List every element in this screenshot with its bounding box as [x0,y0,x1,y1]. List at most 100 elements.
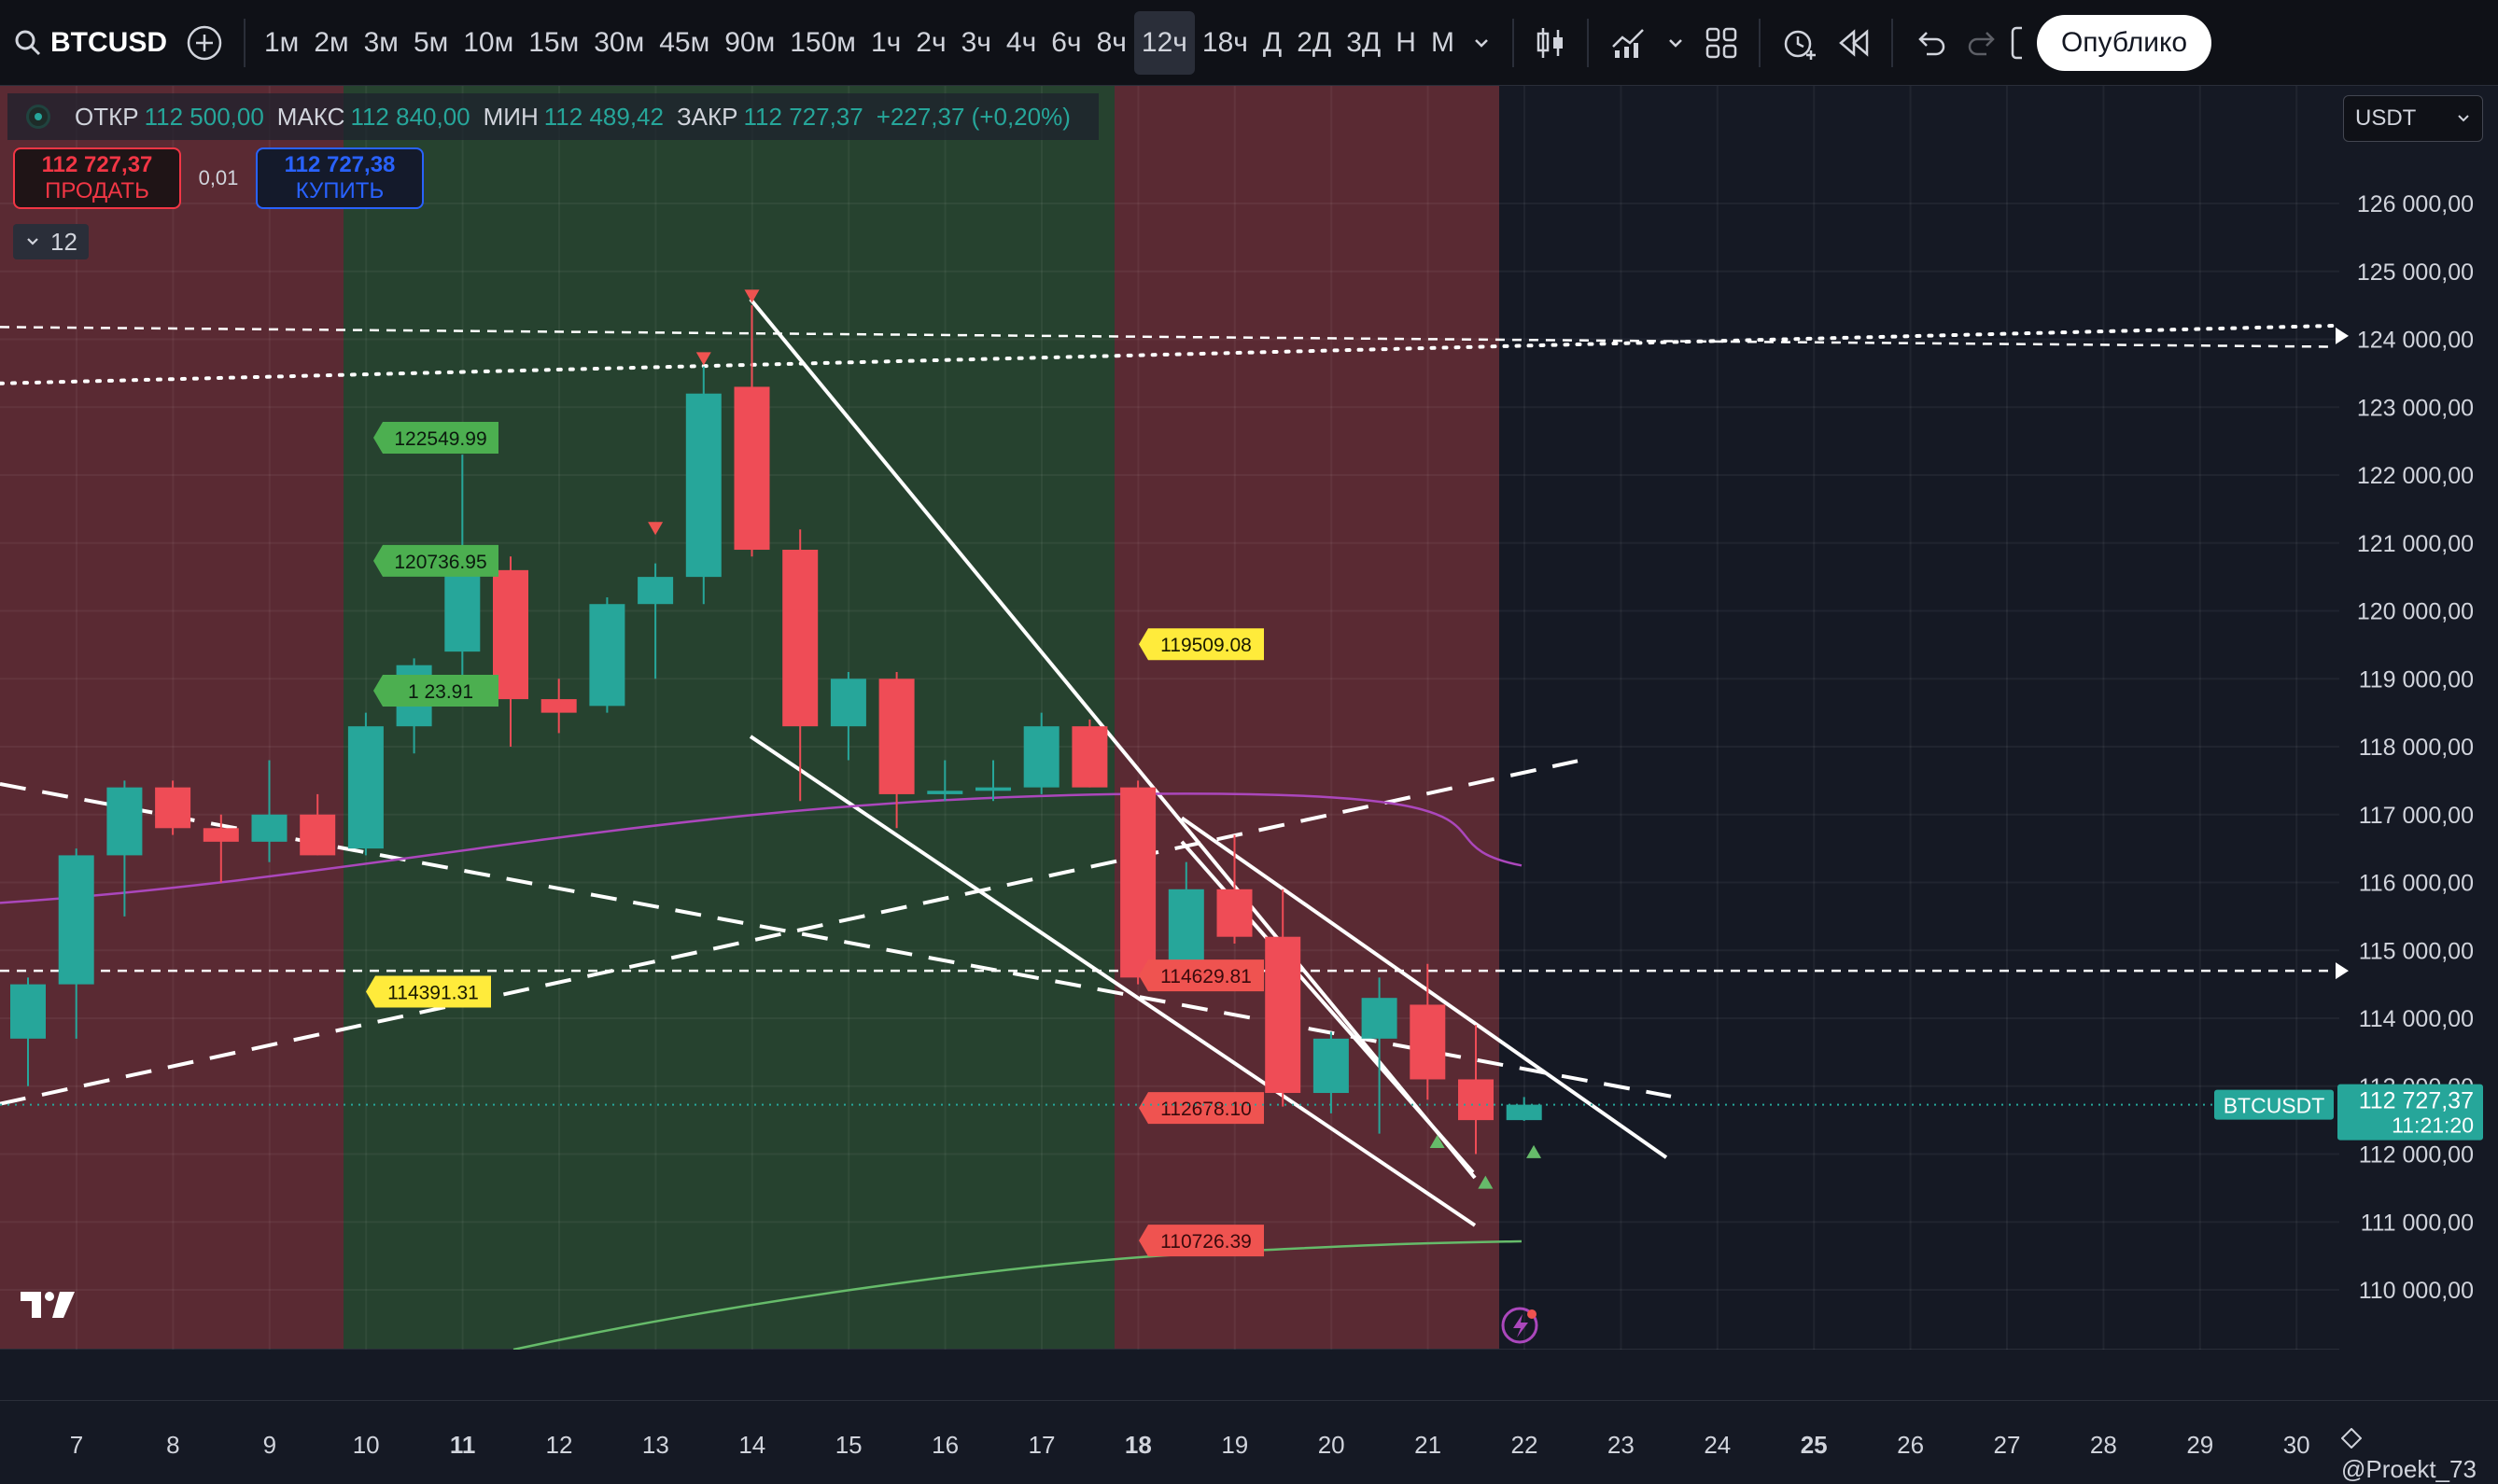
candle[interactable] [685,366,722,605]
candle[interactable] [1410,963,1446,1100]
candle[interactable] [347,712,384,856]
interval-1м[interactable]: 1м [264,26,300,58]
interval-10м[interactable]: 10м [463,26,514,58]
channel-line[interactable] [749,298,1477,1180]
interval-2Д[interactable]: 2Д [1297,26,1332,58]
candle-body [927,791,963,794]
candle[interactable] [589,596,625,713]
compare-add-button[interactable] [176,11,232,75]
interval-1ч[interactable]: 1ч [870,26,902,58]
candle[interactable] [1361,977,1397,1134]
indicators-button[interactable] [1600,11,1656,75]
candle[interactable] [58,848,94,1039]
interval-6ч[interactable]: 6ч [1051,26,1082,58]
candle-body [1458,1079,1494,1121]
interval-8ч[interactable]: 8ч [1096,26,1127,58]
interval-3Д[interactable]: 3Д [1346,26,1382,58]
candle[interactable] [1072,719,1108,788]
candle[interactable] [10,977,46,1086]
interval-М[interactable]: М [1430,26,1454,58]
ma-label-tag [1139,959,1264,992]
interval-2ч[interactable]: 2ч [916,26,947,58]
bracket-icon [2011,26,2022,59]
interval-2м[interactable]: 2м [314,26,349,58]
candle[interactable] [734,305,770,557]
interval-150м[interactable]: 150м [790,26,856,58]
interval-12ч[interactable]: 12ч [1133,10,1195,75]
interval-Н[interactable]: Н [1396,26,1416,58]
candle[interactable] [203,814,239,883]
candle[interactable] [540,679,577,734]
publish-button[interactable]: Опублико [2036,14,2212,71]
candle[interactable] [1312,1031,1349,1113]
channel-line[interactable] [1180,816,1668,1159]
dotted-trend-line[interactable] [0,323,2336,385]
buy-button[interactable]: 112 727,38 КУПИТЬ [256,147,424,209]
replay-button[interactable] [1828,11,1880,75]
price-axis-label: 110 000,00 [2359,1278,2474,1304]
redo-button[interactable] [1957,11,2009,75]
chart-type-button[interactable] [1525,11,1576,75]
interval-90м[interactable]: 90м [724,26,776,58]
candle-body [106,787,143,856]
horizontal-dashed-line[interactable] [0,326,2335,348]
ma-line-purple[interactable] [0,792,1523,904]
alert-button[interactable] [1772,11,1828,75]
candle[interactable] [1216,834,1253,944]
tradingview-logo[interactable] [19,1288,80,1331]
lightning-bolt [1513,1314,1528,1337]
candle[interactable] [975,760,1011,802]
candle-body [638,577,674,605]
interval-15м[interactable]: 15м [528,26,580,58]
interval-45м[interactable]: 45м [659,26,710,58]
candle[interactable] [830,671,866,761]
interval-4ч[interactable]: 4ч [1005,26,1037,58]
layouts-button[interactable] [1695,11,1747,75]
price-axis-label: 112 000,00 [2359,1142,2474,1169]
ma-price-label: 110726.39 [1139,1225,1264,1257]
ma-label-text: 114391.31 [387,983,479,1004]
lightning-signal-icon[interactable] [1501,1307,1538,1344]
time-axis-label: 26 [1897,1431,1925,1459]
channel-line[interactable] [749,735,1477,1227]
interval-3м[interactable]: 3м [363,26,399,58]
price-chart[interactable]: 122549.99 120736.95 1 23.91 119509.08 114391… [0,86,2498,1350]
time-axis[interactable]: 7 8 9 10 11 12 13 14 15 16 17 18 19 20 21 22 23 24 25 26 27 2… [0,1400,2498,1469]
candle[interactable] [1506,1097,1542,1121]
interval-3ч[interactable]: 3ч [961,26,991,58]
candle[interactable] [782,529,819,802]
ma-line-green[interactable] [512,1239,1523,1350]
interval-30м[interactable]: 30м [594,26,645,58]
sell-button[interactable]: 112 727,37 ПРОДАТЬ [13,147,181,209]
candle[interactable] [1265,889,1301,1107]
candle[interactable] [155,780,191,835]
interval-5м[interactable]: 5м [413,26,449,58]
currency-select[interactable]: USDT [2343,95,2483,142]
candle[interactable] [251,760,288,862]
fullscreen-button[interactable] [2009,11,2026,75]
close-label: ЗАКР [676,102,738,131]
candle[interactable] [300,793,336,856]
time-axis-label: 16 [932,1431,960,1459]
indicators-collapse-button[interactable]: 12 [13,224,89,259]
candle[interactable] [927,760,963,802]
candle[interactable] [1120,780,1157,985]
candle[interactable] [1023,712,1060,794]
undo-button[interactable] [1904,11,1957,75]
symbol-search[interactable]: BTCUSD [0,11,176,75]
candle-body [1120,787,1157,978]
candle[interactable] [638,563,674,679]
interval-Д[interactable]: Д [1262,26,1283,58]
interval-18ч[interactable]: 18ч [1201,26,1248,58]
candle[interactable] [106,780,143,917]
interval-dropdown[interactable] [1462,11,1501,75]
indicators-dropdown[interactable] [1656,11,1695,75]
candle[interactable] [878,671,915,829]
candle[interactable] [1458,1025,1494,1155]
candle[interactable] [493,556,528,747]
sell-price: 112 727,37 [41,152,153,177]
ma-label-text: 122549.99 [394,428,486,450]
divider [1758,18,1761,67]
dashed-trend-line[interactable] [0,759,1579,1106]
candle[interactable] [444,455,481,686]
